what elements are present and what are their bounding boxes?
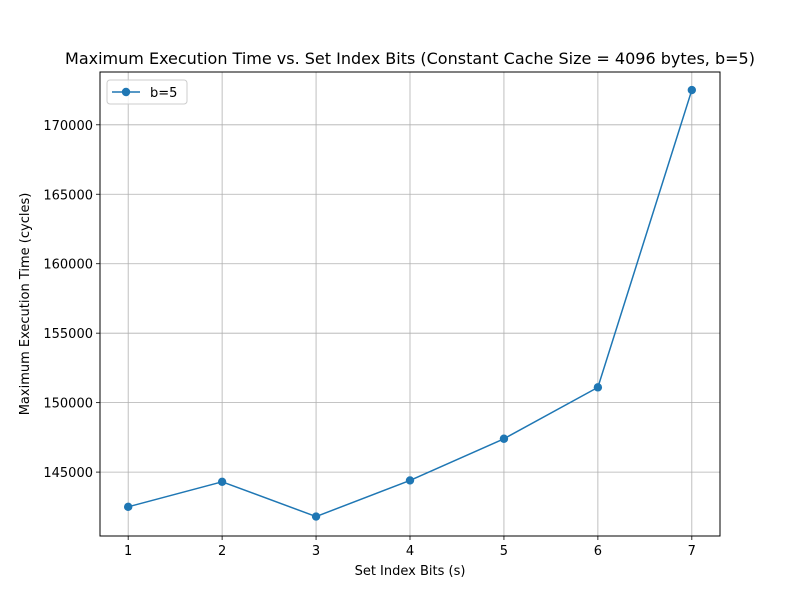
grid-lines bbox=[100, 72, 720, 536]
x-axis-label: Set Index Bits (s) bbox=[355, 564, 466, 579]
data-point bbox=[405, 476, 415, 485]
x-tick-label: 1 bbox=[124, 544, 132, 559]
y-tick-label: 170000 bbox=[43, 119, 93, 134]
y-tick-label: 155000 bbox=[43, 327, 93, 342]
y-tick-label: 145000 bbox=[43, 466, 93, 481]
data-point bbox=[123, 502, 133, 512]
data-point bbox=[217, 477, 227, 487]
data-point bbox=[499, 434, 509, 443]
legend: b=5 bbox=[106, 79, 188, 105]
y-tick-label: 165000 bbox=[43, 188, 93, 203]
x-tick-label: 4 bbox=[406, 544, 414, 559]
series-layer bbox=[123, 85, 697, 521]
legend-box bbox=[106, 79, 188, 105]
legend-label: b=5 bbox=[150, 86, 177, 101]
chart-title: Maximum Execution Time vs. Set Index Bit… bbox=[65, 49, 755, 68]
x-tick-label: 5 bbox=[500, 544, 508, 559]
data-point bbox=[311, 512, 321, 521]
data-point bbox=[687, 85, 697, 95]
x-tick-label: 2 bbox=[218, 544, 226, 559]
y-axis-ticks: 145000 150000 155000 160000 165000 170000 bbox=[43, 119, 100, 481]
legend-marker bbox=[121, 87, 131, 97]
y-tick-label: 160000 bbox=[43, 258, 93, 273]
y-axis-label: Maximum Execution Time (cycles) bbox=[18, 193, 33, 416]
x-tick-label: 6 bbox=[594, 544, 602, 559]
x-axis-ticks: 1 2 3 4 5 6 7 bbox=[124, 536, 696, 559]
x-tick-label: 7 bbox=[688, 544, 696, 559]
data-point bbox=[593, 383, 603, 392]
x-tick-label: 3 bbox=[312, 544, 320, 559]
y-tick-label: 150000 bbox=[43, 397, 93, 412]
